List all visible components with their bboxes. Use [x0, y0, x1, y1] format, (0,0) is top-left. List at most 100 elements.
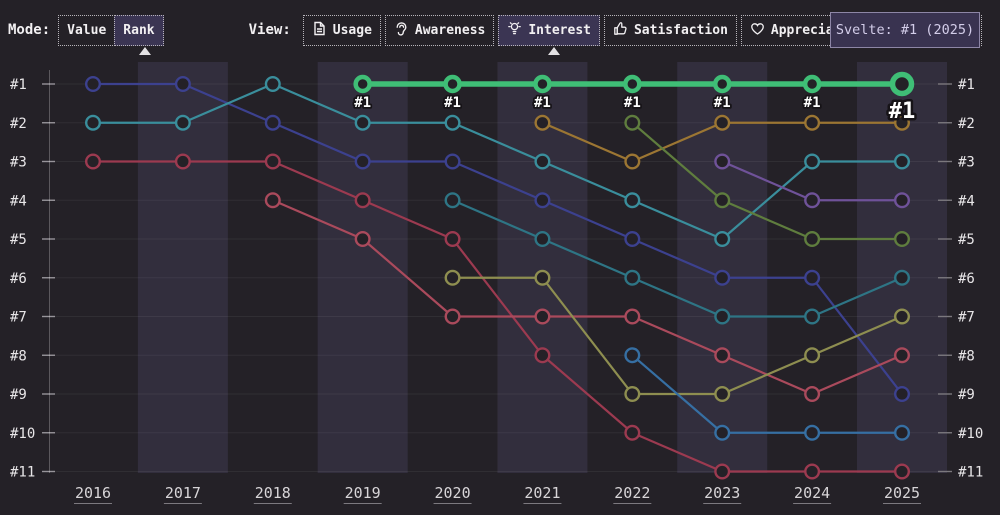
series-point-rose[interactable]	[624, 308, 641, 325]
series-point-rose[interactable]	[714, 347, 731, 364]
year-label[interactable]: 2021	[524, 484, 560, 502]
series-point-steel-blue[interactable]	[624, 347, 641, 364]
series-point-svelte[interactable]	[712, 74, 732, 94]
series-point-teal[interactable]	[714, 230, 731, 247]
series-point-teal[interactable]	[804, 153, 821, 170]
series-point-svelte[interactable]	[623, 74, 642, 94]
series-point-olive[interactable]	[624, 386, 641, 403]
series-line-steel-blue[interactable]	[631, 354, 902, 434]
series-point-indigo[interactable]	[534, 192, 551, 209]
year-label[interactable]: 2016	[75, 484, 111, 502]
series-point-olive[interactable]	[804, 347, 821, 364]
series-point-indigo[interactable]	[894, 386, 911, 403]
series-point-moss[interactable]	[894, 230, 911, 247]
series-point-dark-teal[interactable]	[804, 308, 821, 325]
year-label[interactable]: 2022	[614, 484, 650, 502]
series-point-rose[interactable]	[804, 386, 821, 403]
year-label[interactable]: 2023	[704, 484, 740, 502]
mode-rank-label: Rank	[123, 22, 155, 38]
series-point-olive[interactable]	[714, 386, 731, 403]
year-label[interactable]: 2018	[255, 484, 291, 502]
series-point-svelte[interactable]	[443, 74, 462, 94]
series-point-crimson[interactable]	[804, 463, 821, 480]
series-point-svelte[interactable]	[533, 74, 552, 94]
series-point-indigo[interactable]	[84, 75, 101, 92]
series-point-rose[interactable]	[894, 347, 911, 364]
year-label[interactable]: 2024	[794, 484, 830, 502]
series-point-indigo[interactable]	[444, 153, 461, 170]
series-point-olive[interactable]	[444, 269, 461, 286]
series-point-rose[interactable]	[444, 308, 461, 325]
series-point-steel-blue[interactable]	[804, 424, 821, 441]
series-point-violet[interactable]	[804, 192, 821, 209]
series-point-crimson[interactable]	[714, 463, 731, 480]
series-point-svelte[interactable]	[353, 74, 372, 94]
series-point-crimson[interactable]	[354, 192, 371, 209]
series-point-olive[interactable]	[534, 269, 551, 286]
view-awareness-button[interactable]: Awareness	[384, 14, 495, 46]
series-point-indigo[interactable]	[354, 153, 371, 170]
series-point-crimson[interactable]	[264, 153, 281, 170]
series-point-svelte[interactable]	[889, 71, 915, 97]
series-point-indigo[interactable]	[714, 269, 731, 286]
series-point-teal[interactable]	[624, 192, 641, 209]
year-label[interactable]: 2025	[884, 484, 920, 502]
ear-icon	[394, 21, 409, 40]
year-label[interactable]: 2020	[434, 484, 470, 502]
series-point-moss[interactable]	[804, 230, 821, 247]
series-point-teal[interactable]	[354, 114, 371, 131]
series-point-svelte[interactable]	[802, 74, 822, 94]
series-point-amber[interactable]	[624, 153, 641, 170]
series-line-teal[interactable]	[93, 82, 902, 241]
series-point-rose[interactable]	[264, 192, 281, 209]
series-point-moss[interactable]	[714, 192, 731, 209]
series-point-crimson[interactable]	[624, 424, 641, 441]
series-point-teal[interactable]	[174, 114, 191, 131]
series-point-violet[interactable]	[894, 192, 911, 209]
series-point-indigo[interactable]	[264, 114, 281, 131]
series-point-steel-blue[interactable]	[894, 424, 911, 441]
series-point-crimson[interactable]	[84, 153, 101, 170]
view-usage-button[interactable]: Usage	[302, 14, 381, 46]
mode-value-button[interactable]: Value	[58, 14, 116, 46]
view-satisfaction-button[interactable]: Satisfaction	[603, 14, 737, 46]
series-line-crimson[interactable]	[93, 160, 902, 473]
series-point-crimson[interactable]	[174, 153, 191, 170]
series-point-violet[interactable]	[714, 153, 731, 170]
series-point-amber[interactable]	[714, 114, 731, 131]
series-point-crimson[interactable]	[894, 463, 911, 480]
series-point-teal[interactable]	[264, 75, 281, 92]
series-point-indigo[interactable]	[804, 269, 821, 286]
series-point-teal[interactable]	[84, 114, 101, 131]
series-point-teal[interactable]	[894, 153, 911, 170]
series-point-moss[interactable]	[624, 114, 641, 131]
series-line-rose[interactable]	[272, 199, 903, 396]
series-point-indigo[interactable]	[174, 75, 191, 92]
series-point-rose[interactable]	[354, 230, 371, 247]
series-point-dark-teal[interactable]	[624, 269, 641, 286]
series-point-amber[interactable]	[804, 114, 821, 131]
series-point-amber[interactable]	[534, 114, 551, 131]
mode-rank-button[interactable]: Rank	[114, 14, 164, 46]
series-point-dark-teal[interactable]	[894, 269, 911, 286]
series-point-teal[interactable]	[534, 153, 551, 170]
series-point-crimson[interactable]	[534, 347, 551, 364]
series-point-dark-teal[interactable]	[714, 308, 731, 325]
series-point-rose[interactable]	[534, 308, 551, 325]
series-point-indigo[interactable]	[624, 230, 641, 247]
series-point-dark-teal[interactable]	[534, 230, 551, 247]
rank-point-label: #1	[354, 95, 371, 111]
year-label[interactable]: 2019	[345, 484, 381, 502]
series-line-dark-teal[interactable]	[452, 199, 903, 318]
hover-tooltip: Svelte: #1 (2025)	[830, 12, 980, 48]
rank-label-left: #4	[10, 193, 27, 209]
year-label[interactable]: 2017	[165, 484, 201, 502]
view-interest-button[interactable]: Interest	[498, 14, 600, 46]
series-point-amber[interactable]	[894, 114, 911, 131]
series-point-steel-blue[interactable]	[714, 424, 731, 441]
series-point-olive[interactable]	[894, 308, 911, 325]
series-point-teal[interactable]	[444, 114, 461, 131]
series-line-moss[interactable]	[631, 121, 902, 241]
series-point-dark-teal[interactable]	[444, 192, 461, 209]
series-point-crimson[interactable]	[444, 230, 461, 247]
